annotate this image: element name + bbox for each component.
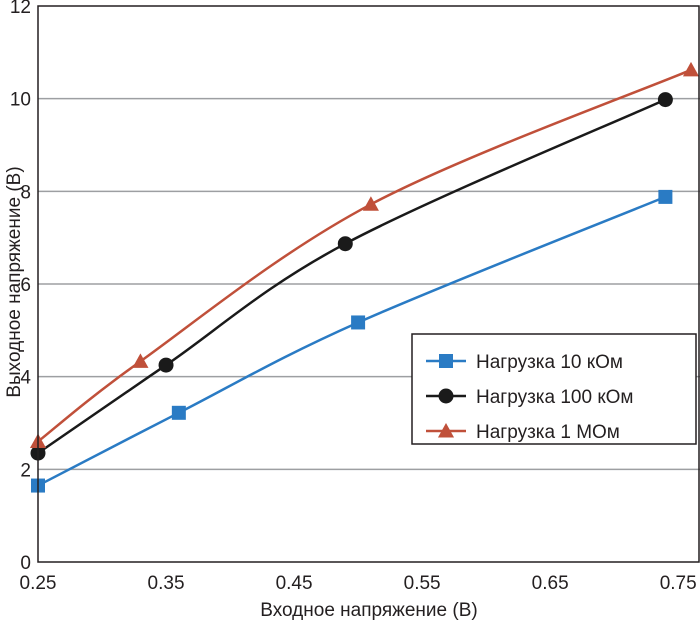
y-tick-label: 2 [20, 460, 31, 481]
y-tick-label: 6 [20, 275, 31, 296]
data-point-square [658, 189, 673, 204]
legend-label: Нагрузка 1 МОм [476, 422, 620, 443]
series-line-1 [37, 195, 666, 487]
series-markers [29, 61, 700, 493]
data-point-triangle [682, 61, 700, 77]
data-point-triangle [132, 353, 149, 368]
y-tick-label: 12 [10, 0, 31, 18]
legend-marker [437, 422, 455, 438]
data-point-circle [657, 92, 673, 108]
legend: Нагрузка 10 кОм Нагрузка 100 кОм Нагрузка … [411, 333, 697, 445]
legend-box [411, 333, 697, 445]
y-axis-title: Выходное напряжение (В) [4, 166, 25, 397]
series-line-2 [37, 98, 666, 455]
series-lines [37, 68, 692, 487]
x-axis-title: Входное напряжение (В) [260, 600, 477, 621]
x-tick-label: 0.65 [532, 573, 569, 594]
y-tick-labels: 0 2 4 6 8 10 12 [10, 0, 32, 574]
legend-marker [438, 388, 454, 404]
data-point-triangle [362, 196, 379, 211]
data-point-square [171, 405, 186, 420]
y-tick-label: 8 [20, 182, 31, 203]
legend-marker [439, 354, 453, 368]
x-tick-labels: 0.25 0.35 0.45 0.55 0.65 0.75 [20, 573, 697, 594]
y-tick-label: 4 [20, 368, 31, 389]
x-tick-label: 0.75 [660, 573, 697, 594]
series-line-3 [37, 68, 692, 443]
x-tick-label: 0.45 [276, 573, 313, 594]
y-tick-label: 10 [10, 90, 31, 111]
data-point-square [351, 315, 366, 330]
data-point-circle [337, 236, 353, 252]
plot-frame [37, 5, 700, 563]
x-tick-label: 0.25 [20, 573, 57, 594]
x-tick-label: 0.35 [148, 573, 185, 594]
legend-label: Нагрузка 10 кОм [476, 352, 623, 373]
legend-label: Нагрузка 100 кОм [476, 387, 634, 408]
data-point-circle [158, 357, 174, 373]
x-tick-label: 0.55 [404, 573, 441, 594]
y-tick-label: 0 [20, 553, 31, 574]
